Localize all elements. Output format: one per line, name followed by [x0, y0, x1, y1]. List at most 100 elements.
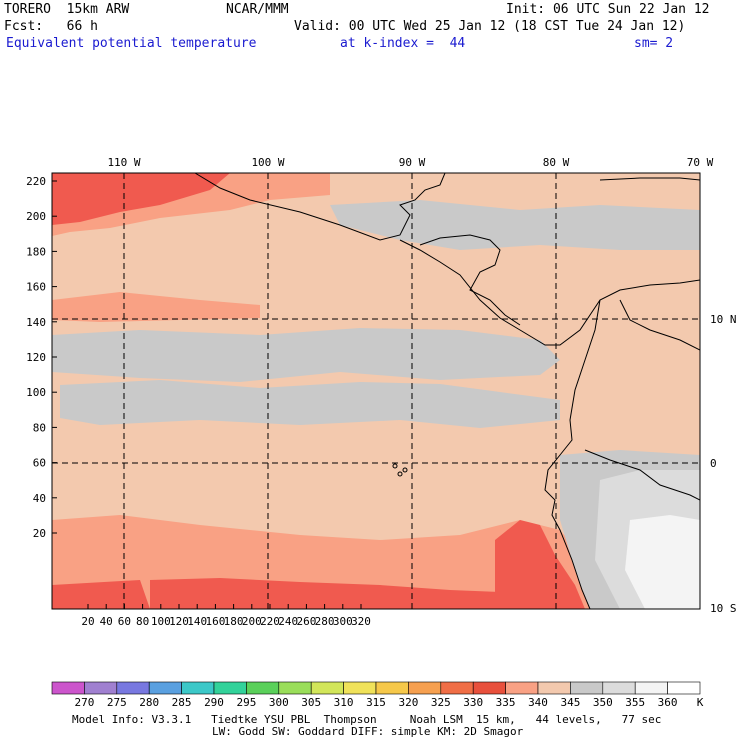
field-360-east — [625, 515, 700, 609]
colorbar-swatch — [505, 681, 539, 695]
field-350-mid — [52, 328, 560, 382]
model-label: TORERO 15km ARW — [4, 2, 130, 17]
x-tick-label: 160 — [205, 615, 225, 628]
x-tick-label: 20 — [81, 615, 94, 628]
org-label: NCAR/MMM — [226, 2, 289, 17]
coast-cuba — [599, 177, 700, 181]
y-tick-label: 200 — [26, 210, 46, 223]
x-tick-label: 120 — [169, 615, 189, 628]
colorbar-label: 315 — [366, 696, 386, 709]
field-335-west — [52, 580, 150, 609]
colorbar-label: 295 — [236, 696, 256, 709]
x-tick-label: 320 — [351, 615, 371, 628]
y-tick-label: 120 — [26, 351, 46, 364]
colorbar-label: 350 — [593, 696, 613, 709]
colorbar-swatch — [278, 681, 312, 695]
lon-label: 80 W — [543, 156, 570, 169]
lon-label: 100 W — [251, 156, 284, 169]
x-tick-label: 180 — [224, 615, 244, 628]
field-335-south — [150, 578, 500, 609]
y-tick-label: 80 — [33, 421, 46, 434]
galapagos-2 — [402, 467, 408, 473]
y-tick-label: 160 — [26, 281, 46, 294]
coast-caribbean — [419, 234, 521, 326]
coast-inland — [619, 299, 700, 351]
y-tick-label: 60 — [33, 457, 46, 470]
graticule — [52, 173, 700, 609]
field-name: Equivalent potential temperature — [6, 36, 257, 51]
y-tick-label: 20 — [33, 527, 46, 540]
colorbar-swatch — [537, 681, 571, 695]
colorbar-swatch — [570, 681, 604, 695]
lat-label: 10 S — [710, 602, 737, 615]
x-tick-label: 280 — [315, 615, 335, 628]
colorbar-label: 325 — [431, 696, 451, 709]
y-tick-label: 40 — [33, 492, 46, 505]
colorbar-swatch — [408, 681, 442, 695]
field-shading — [52, 173, 700, 609]
colorbar-label: 285 — [172, 696, 192, 709]
lat-labels: 10 N 0 10 S — [710, 313, 737, 615]
plot-frame — [51, 172, 701, 610]
galapagos — [392, 463, 398, 469]
forecast-hour: Fcst: 66 h — [4, 19, 98, 34]
colorbar: 270 275 280 285 290 295 300 305 310 315 320 325 330 3… — [51, 681, 704, 709]
colorbar-swatch — [634, 681, 668, 695]
y-tick-label: 180 — [26, 245, 46, 258]
colorbar-swatch — [51, 681, 85, 695]
y-tick-labels: 220 200 180 160 140 120 100 80 60 40 20 — [26, 175, 57, 540]
x-tick-label: 40 — [100, 615, 113, 628]
colorbar-swatch — [148, 681, 182, 695]
colorbar-swatch — [84, 681, 118, 695]
colorbar-label: 335 — [496, 696, 516, 709]
colorbar-label: 280 — [139, 696, 159, 709]
colorbar-swatch — [343, 681, 377, 695]
lat-label: 10 N — [710, 313, 737, 326]
field-350-upper — [330, 200, 700, 250]
coast-central-america — [399, 239, 700, 346]
colorbar-swatch — [181, 681, 215, 695]
physics-info: LW: Godd SW: Goddard DIFF: simple KM: 2D… — [212, 725, 524, 738]
colorbar-swatch — [213, 681, 247, 695]
x-tick-label: 300 — [333, 615, 353, 628]
colorbar-swatch — [116, 681, 150, 695]
x-tick-label: 60 — [118, 615, 131, 628]
field-335-coast — [495, 520, 585, 609]
colorbar-swatch — [472, 681, 506, 695]
colorbar-label: 360 — [658, 696, 678, 709]
colorbar-swatch — [667, 681, 701, 695]
colorbar-swatch — [310, 681, 344, 695]
level-label: at k-index = 44 — [340, 36, 466, 51]
coast-andes-border — [584, 449, 700, 501]
coastlines — [194, 173, 700, 609]
y-tick-label: 140 — [26, 316, 46, 329]
x-tick-label: 200 — [242, 615, 262, 628]
colorbar-label: 270 — [74, 696, 94, 709]
coast-south-america — [544, 299, 601, 609]
x-tick-label: 80 — [136, 615, 149, 628]
x-tick-label: 140 — [187, 615, 207, 628]
colorbar-label: 310 — [334, 696, 354, 709]
colorbar-label: 330 — [463, 696, 483, 709]
x-tick-label: 260 — [296, 615, 316, 628]
field-350-lower — [60, 380, 560, 428]
colorbar-swatch — [440, 681, 474, 695]
colorbar-swatch — [375, 681, 409, 695]
smoothing-label: sm= 2 — [634, 36, 674, 51]
valid-time: Valid: 00 UTC Wed 25 Jan 12 (18 CST Tue … — [294, 19, 686, 34]
colorbar-label: 290 — [204, 696, 224, 709]
colorbar-label: K — [697, 696, 704, 709]
x-tick-labels: 20 40 60 80 10012014016018020022024026028030… — [81, 604, 371, 628]
lon-label: 70 W — [687, 156, 714, 169]
colorbar-label: 275 — [107, 696, 127, 709]
field-335-northwest — [52, 173, 230, 225]
galapagos-3 — [397, 471, 403, 477]
coast-mexico — [194, 173, 446, 241]
lon-labels: 110 W 100 W 90 W 80 W 70 W — [107, 156, 713, 169]
colorbar-label: 340 — [528, 696, 548, 709]
x-tick-label: 240 — [278, 615, 298, 628]
lon-label: 110 W — [107, 156, 140, 169]
field-340-band — [52, 292, 260, 322]
colorbar-label: 345 — [560, 696, 580, 709]
